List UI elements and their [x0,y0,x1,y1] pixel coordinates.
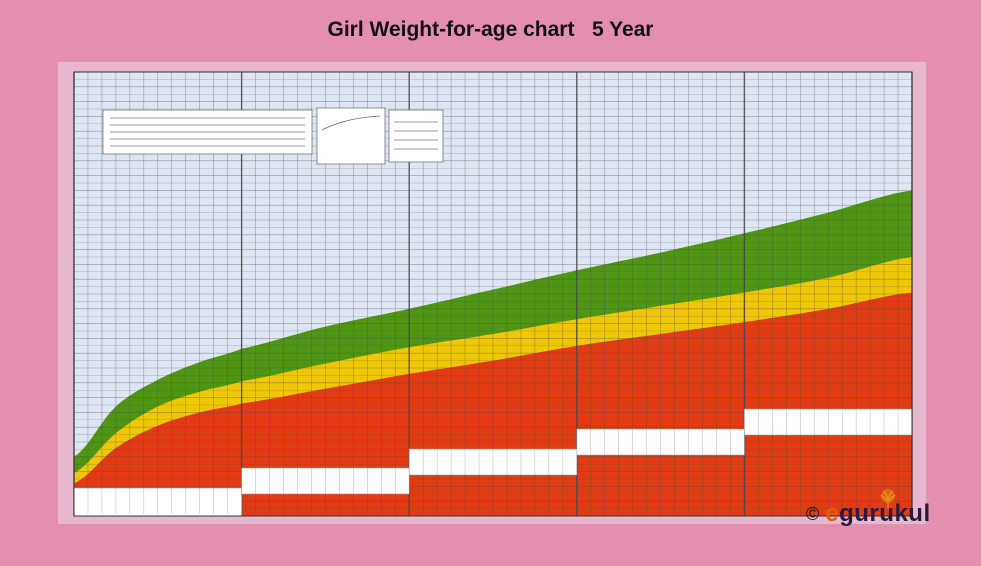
tree-icon [880,489,896,509]
legend-panel-curve [321,115,381,131]
brand-logo-text: gurukul [839,500,931,527]
plot-frame [73,71,913,517]
copyright-notice: © egurukul [806,500,931,528]
copyright-symbol: © [806,503,820,524]
brand-logo-e: e [825,500,840,527]
brand-logo: egurukul [825,500,930,528]
key-panel [388,109,444,163]
legend-panel [316,107,386,165]
chart-title: Girl Weight-for-age chart 5 Year [327,18,654,41]
